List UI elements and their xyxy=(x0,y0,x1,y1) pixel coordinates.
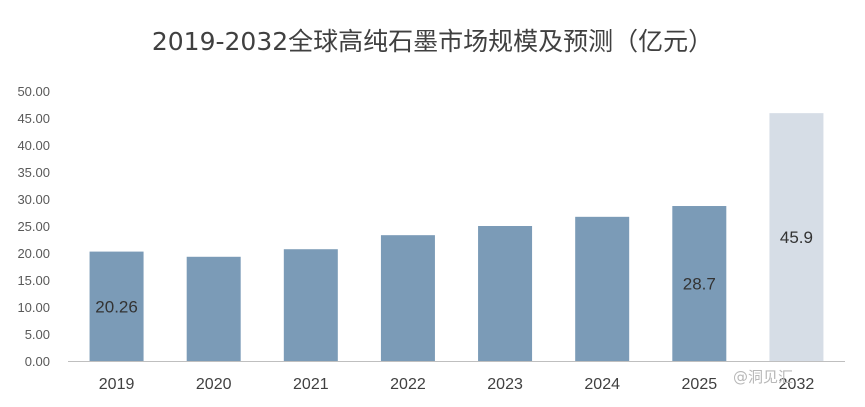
data-label: 45.9 xyxy=(780,228,813,247)
y-tick-label: 30.00 xyxy=(17,192,50,207)
y-tick-label: 35.00 xyxy=(17,165,50,180)
chart-title: 2019-2032全球高纯石墨市场规模及预测（亿元） xyxy=(151,27,714,56)
bar-2021 xyxy=(283,249,338,361)
y-tick-label: 15.00 xyxy=(17,273,50,288)
data-label: 28.7 xyxy=(683,275,716,294)
data-labels: 20.26 28.7 45.9 xyxy=(95,228,813,316)
y-tick-label: 40.00 xyxy=(17,138,50,153)
x-tick-label: 2021 xyxy=(293,376,329,393)
data-label: 20.26 xyxy=(95,297,138,316)
x-tick-label: 2032 xyxy=(779,376,815,393)
x-tick-label: 2025 xyxy=(682,376,718,393)
y-tick-label: 20.00 xyxy=(17,246,50,261)
bar-2025 xyxy=(672,206,727,361)
bar-2022 xyxy=(380,235,435,361)
y-tick-label: 0.00 xyxy=(25,354,50,369)
x-tick-label: 2020 xyxy=(196,376,232,393)
y-tick-label: 50.00 xyxy=(17,84,50,99)
x-tick-label: 2022 xyxy=(390,376,426,393)
bar-2024 xyxy=(575,216,630,361)
bar-2020 xyxy=(186,256,241,361)
y-tick-label: 45.00 xyxy=(17,111,50,126)
bar-2019 xyxy=(89,251,144,361)
bar-2032 xyxy=(769,113,824,361)
x-tick-label: 2024 xyxy=(584,376,620,393)
x-axis: 2019 2020 2021 2022 2023 2024 2025 2032 xyxy=(68,361,845,393)
y-tick-label: 5.00 xyxy=(25,327,50,342)
y-tick-label: 10.00 xyxy=(17,300,50,315)
x-tick-label: 2023 xyxy=(487,376,523,393)
bar-2023 xyxy=(478,226,533,361)
y-tick-label: 25.00 xyxy=(17,219,50,234)
watermark: @洞见汇 xyxy=(733,368,794,386)
x-tick-label: 2019 xyxy=(99,376,135,393)
y-axis: 0.00 5.00 10.00 15.00 20.00 25.00 30.00 35.00 40… xyxy=(17,84,50,369)
bars xyxy=(89,113,824,361)
